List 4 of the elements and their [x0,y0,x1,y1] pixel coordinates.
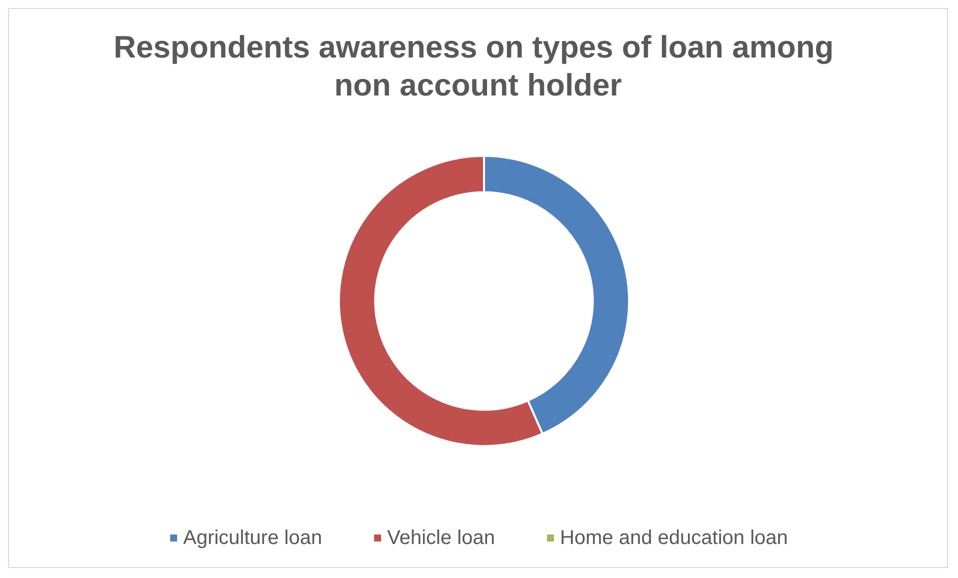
legend-label: Vehicle loan [387,527,495,549]
legend-label: Home and education loan [560,527,788,549]
legend-label: Agriculture loan [183,527,322,549]
chart-title: Respondents awareness on types of loan among non account holder [114,30,842,102]
